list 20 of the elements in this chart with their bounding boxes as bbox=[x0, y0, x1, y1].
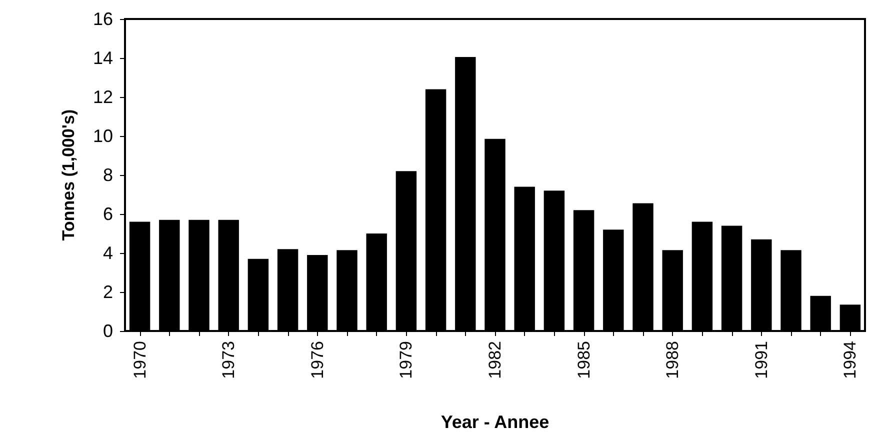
x-tick-label: 1973 bbox=[219, 341, 238, 379]
y-tick-label: 16 bbox=[92, 9, 113, 29]
y-axis-title: Tonnes (1,000's) bbox=[59, 109, 78, 241]
y-tick-label: 0 bbox=[102, 321, 113, 341]
y-tick-label: 8 bbox=[102, 165, 113, 185]
y-tick-label: 4 bbox=[102, 243, 113, 263]
y-tick-label: 2 bbox=[102, 282, 113, 302]
x-tick-label: 1982 bbox=[486, 341, 504, 379]
x-tick-label: 1979 bbox=[396, 341, 416, 379]
x-tick-label: 1976 bbox=[308, 341, 327, 379]
x-axis-title: Year - Annee bbox=[440, 412, 550, 432]
y-tick-label: 10 bbox=[92, 126, 113, 146]
x-tick-label: 1985 bbox=[574, 341, 594, 379]
y-tick-label: 14 bbox=[92, 48, 113, 68]
x-tick-label: 1988 bbox=[663, 341, 682, 379]
x-tick-label: 1991 bbox=[752, 341, 771, 379]
y-tick-label: 6 bbox=[102, 204, 113, 224]
y-tick-label: 12 bbox=[92, 87, 113, 107]
x-tick-label: 1970 bbox=[130, 341, 150, 379]
x-tick-label: 1994 bbox=[840, 341, 860, 379]
